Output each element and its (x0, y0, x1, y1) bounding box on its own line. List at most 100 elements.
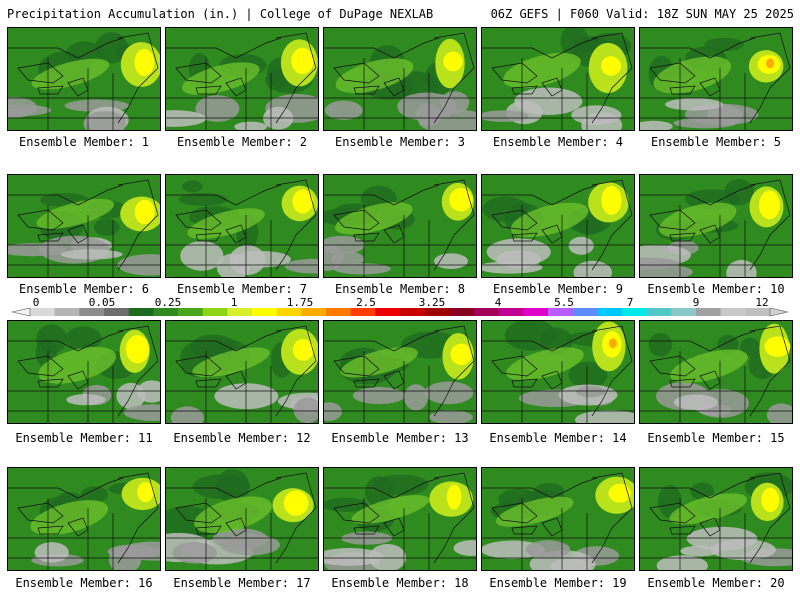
colorbar-swatch (548, 308, 574, 316)
colorbar-swatch (474, 308, 500, 316)
dry-area (496, 250, 541, 269)
ensemble-member-map (165, 27, 319, 131)
geographic-border (117, 472, 159, 564)
colorbar-swatch (30, 308, 56, 316)
geographic-border (433, 472, 475, 564)
low-precip-area (178, 193, 228, 206)
ensemble-member-label: Ensemble Member: 19 (489, 576, 627, 590)
dry-area (8, 243, 67, 257)
geographic-border (195, 232, 222, 242)
geographic-border (8, 37, 124, 59)
ensemble-member-label: Ensemble Member: 12 (173, 431, 311, 445)
moderate-precip-band (653, 56, 732, 94)
dry-area (352, 386, 406, 405)
ensemble-member-label: Ensemble Member: 18 (331, 576, 469, 590)
ensemble-member-label: Ensemble Member: 15 (647, 431, 785, 445)
geographic-border (324, 37, 440, 59)
geographic-border (669, 85, 696, 95)
colorbar-swatch (202, 308, 228, 316)
geographic-border (37, 85, 64, 95)
moderate-precip-band (30, 500, 109, 536)
moderate-precip-band (340, 347, 418, 378)
geographic-border (37, 378, 64, 388)
colorbar-swatch (671, 308, 697, 316)
dry-area (293, 397, 318, 423)
ensemble-member-label: Ensemble Member: 16 (15, 576, 153, 590)
ensemble-member-map (481, 27, 635, 131)
low-precip-area (482, 196, 529, 222)
geographic-border (353, 232, 380, 242)
ensemble-member-map (165, 320, 319, 424)
ensemble-member-label: Ensemble Member: 6 (18, 282, 150, 296)
geographic-border (195, 525, 222, 535)
ensemble-member-label: Ensemble Member: 5 (650, 135, 782, 149)
moderate-precip-band (38, 346, 117, 384)
moderate-precip-band (335, 58, 414, 93)
precip-map (8, 28, 160, 130)
heavy-precip-core (292, 189, 314, 214)
geographic-border (17, 209, 64, 231)
dry-area (60, 249, 123, 260)
dry-area (424, 381, 474, 405)
geographic-border (669, 232, 696, 242)
dry-area (368, 544, 407, 570)
colorbar-swatch (424, 308, 450, 316)
geographic-border (37, 525, 64, 535)
geographic-border (433, 325, 475, 417)
geographic-border (591, 472, 633, 564)
precip-map (324, 321, 476, 423)
ensemble-member-label: Ensemble Member: 7 (176, 282, 308, 296)
colorbar-swatch (622, 308, 648, 316)
heavy-precip-core (761, 487, 780, 513)
low-precip-area (658, 485, 682, 518)
dry-area (550, 558, 591, 570)
precip-map (8, 468, 160, 570)
geographic-border (640, 330, 756, 352)
heavy-precip-core (134, 49, 155, 76)
ensemble-member-map (165, 174, 319, 278)
low-precip-area (64, 326, 102, 351)
geographic-border (275, 32, 317, 124)
moderate-precip-band (658, 202, 737, 238)
geographic-border (353, 378, 380, 388)
heavy-precip-core (283, 490, 309, 516)
precip-map (324, 175, 476, 277)
dry-area (428, 410, 473, 423)
ensemble-member-label: Ensemble Member: 8 (334, 282, 466, 296)
colorbar-tick-label: 4 (495, 296, 502, 309)
dry-area (234, 121, 268, 130)
dry-area (170, 406, 204, 423)
colorbar-tick-label: 3.25 (419, 296, 446, 309)
dry-area (120, 541, 160, 561)
colorbar-swatch (646, 308, 672, 316)
ensemble-member-map (481, 320, 635, 424)
geographic-border (275, 325, 317, 417)
dry-area (640, 120, 673, 130)
colorbar-tick-label: 9 (693, 296, 700, 309)
dry-area (83, 110, 127, 130)
colorbar-swatch (498, 308, 524, 316)
precip-map (8, 321, 160, 423)
moderate-precip-band (670, 349, 748, 383)
colorbar-tick-label: 0.25 (155, 296, 182, 309)
colorbar-swatch (523, 308, 549, 316)
ensemble-member-map (7, 27, 161, 131)
low-precip-area (648, 332, 673, 357)
colorbar-swatch (276, 308, 302, 316)
colorbar-swatch (326, 308, 352, 316)
dry-area (525, 540, 571, 559)
geographic-border (649, 355, 696, 377)
dry-area (453, 540, 476, 556)
moderate-precip-band (510, 202, 589, 238)
geographic-border (511, 232, 538, 242)
geographic-border (175, 502, 222, 524)
geographic-border (640, 184, 756, 206)
ensemble-member-label: Ensemble Member: 17 (173, 576, 311, 590)
dry-area (123, 404, 160, 422)
geographic-border (649, 502, 696, 524)
dry-area (172, 541, 217, 564)
geographic-border (591, 179, 633, 271)
geographic-border (166, 477, 282, 499)
geographic-border (275, 179, 317, 271)
geographic-border (333, 502, 380, 524)
